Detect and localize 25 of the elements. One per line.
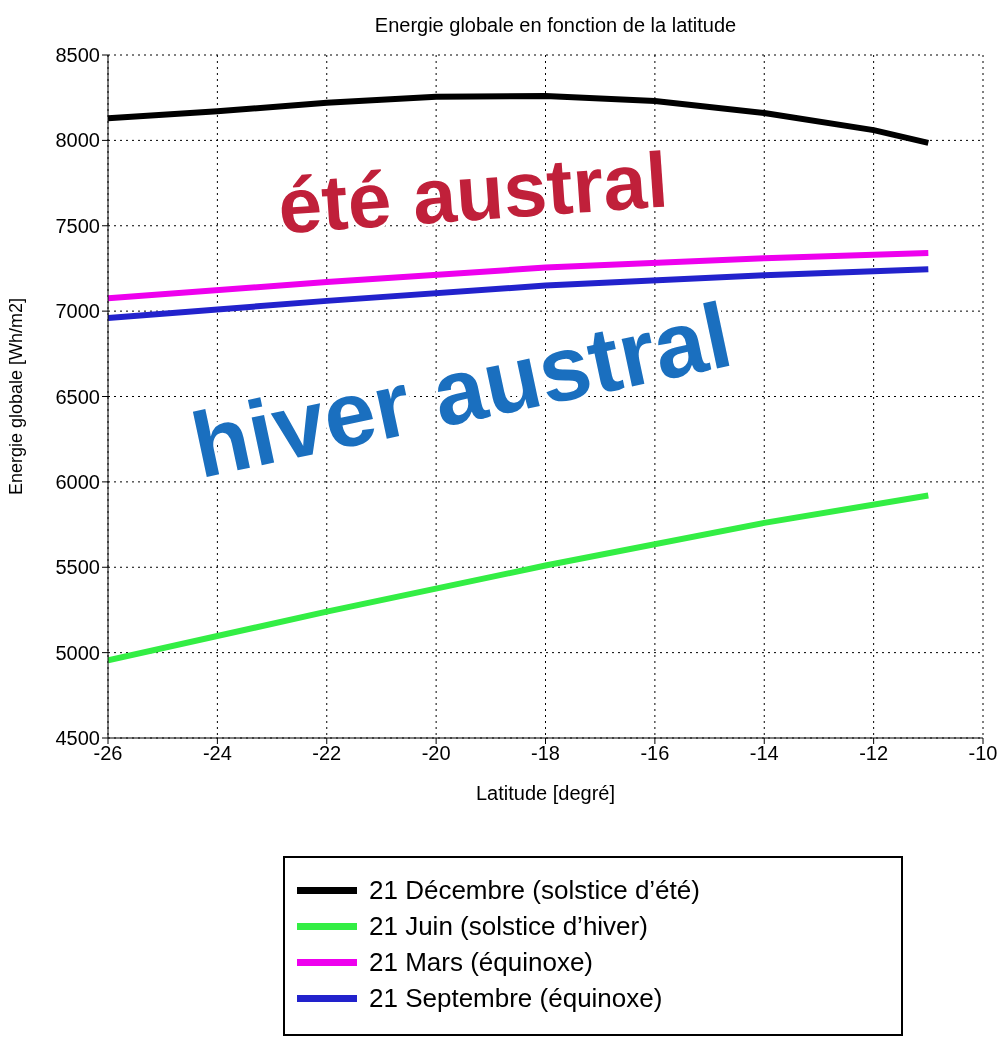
x-tick-label: -20 [421,742,451,765]
y-tick-label: 8500 [55,44,100,67]
annotation: hiver austral [183,282,741,499]
y-tick-label: 7500 [55,214,100,237]
x-tick-label: -14 [749,742,779,765]
x-tick-label: -12 [859,742,889,765]
y-tick-label: 5500 [55,556,100,579]
x-tick-label: -22 [312,742,342,765]
x-tick-label: -16 [640,742,670,765]
legend-label: 21 Décembre (solstice d’été) [369,874,700,906]
x-tick-label: -10 [968,742,998,765]
legend-label: 21 Septembre (équinoxe) [369,982,663,1014]
y-axis-title: Energie globale [Wh/m2] [6,297,27,496]
y-tick-label: 6000 [55,470,100,493]
y-tick-label: 8000 [55,129,100,152]
legend-label: 21 Juin (solstice d’hiver) [369,910,648,942]
x-tick-label: -24 [202,742,232,765]
x-tick-label: -18 [531,742,560,765]
legend-label: 21 Mars (équinoxe) [369,946,593,978]
annotation: été austral [275,134,671,253]
y-tick-label: 6500 [55,385,100,408]
y-tick-label: 7000 [55,300,100,323]
chart-title: Energie globale en fonction de la latitude [373,14,738,37]
y-tick-label: 5000 [55,641,100,664]
x-axis-title: Latitude [degré] [476,782,615,804]
